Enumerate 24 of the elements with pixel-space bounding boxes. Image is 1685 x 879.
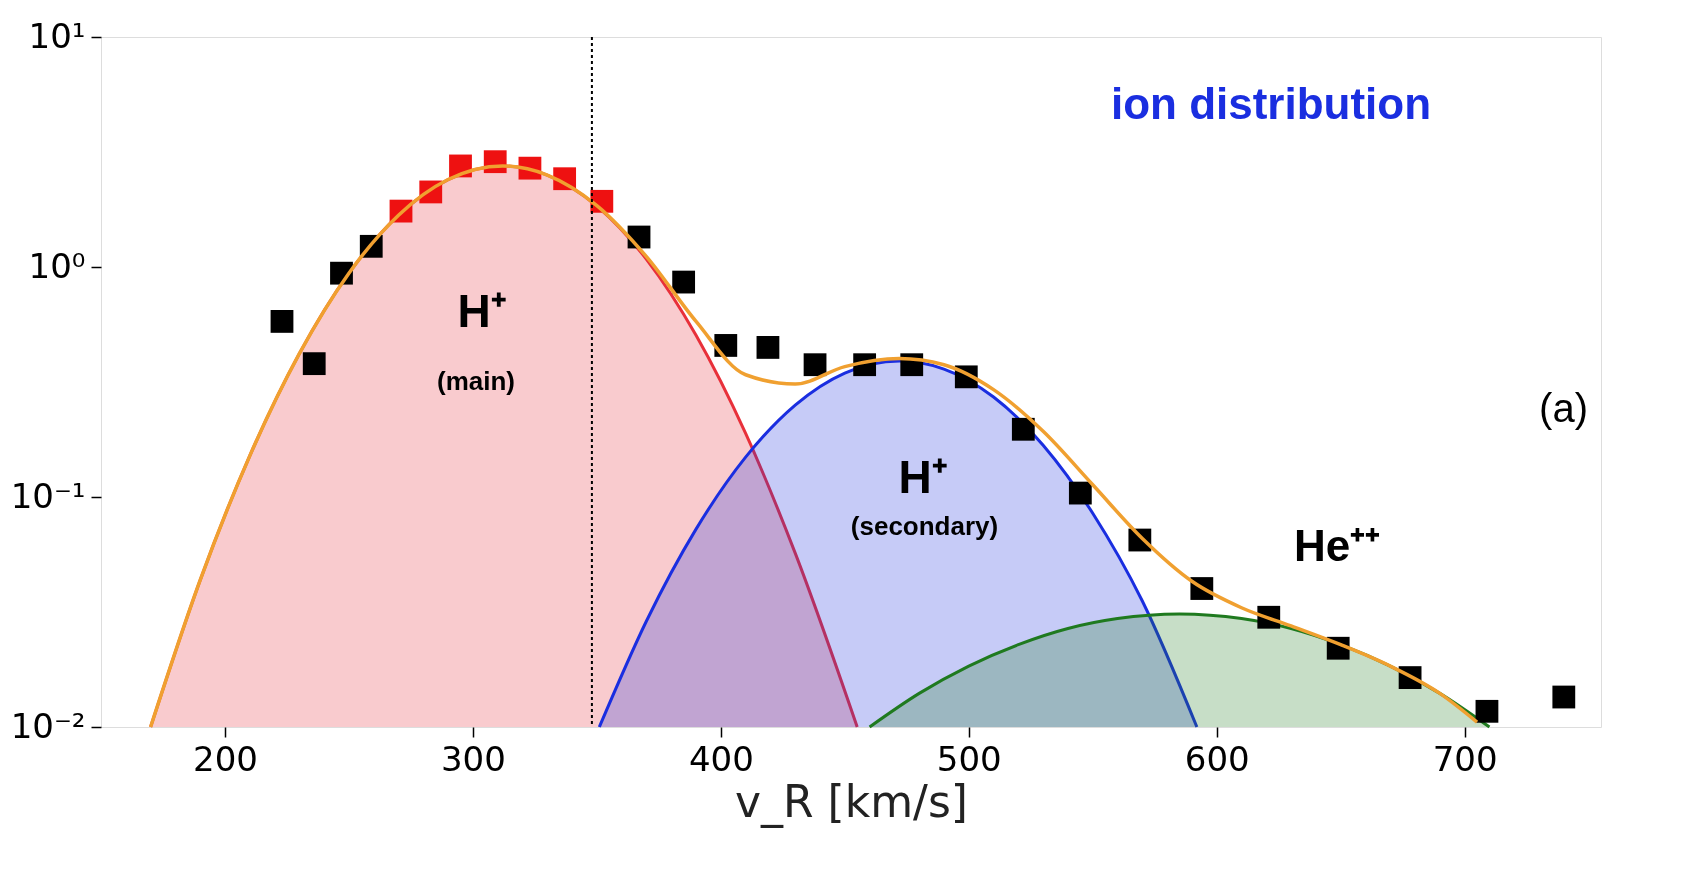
point [756, 336, 780, 359]
point [1068, 481, 1092, 505]
x-tick-label: 700 [1432, 738, 1498, 779]
point [672, 270, 696, 294]
annotation: (a) [1539, 385, 1588, 430]
annotation: H⁺ [457, 285, 507, 337]
point [270, 310, 294, 333]
annotation: (secondary) [850, 510, 999, 541]
y-tick-label: 10¹ [28, 15, 86, 56]
y-tick-label: 10⁻¹ [10, 475, 86, 516]
y-tick-label: 10⁻² [10, 705, 86, 746]
point [1475, 699, 1499, 723]
annotation: H⁺ [898, 450, 948, 503]
annotation: He⁺⁺ [1293, 520, 1381, 570]
annotation: (main) [437, 366, 515, 396]
x-tick-label: 300 [440, 738, 506, 779]
y-tick-label: 10⁰ [28, 245, 86, 286]
point [302, 352, 326, 376]
point [1011, 417, 1035, 441]
x-tick-label: 200 [193, 738, 258, 779]
point [1552, 685, 1576, 709]
annotation: ion distribution [1110, 79, 1432, 128]
x-tick-label: 600 [1184, 738, 1250, 779]
point [803, 353, 827, 377]
